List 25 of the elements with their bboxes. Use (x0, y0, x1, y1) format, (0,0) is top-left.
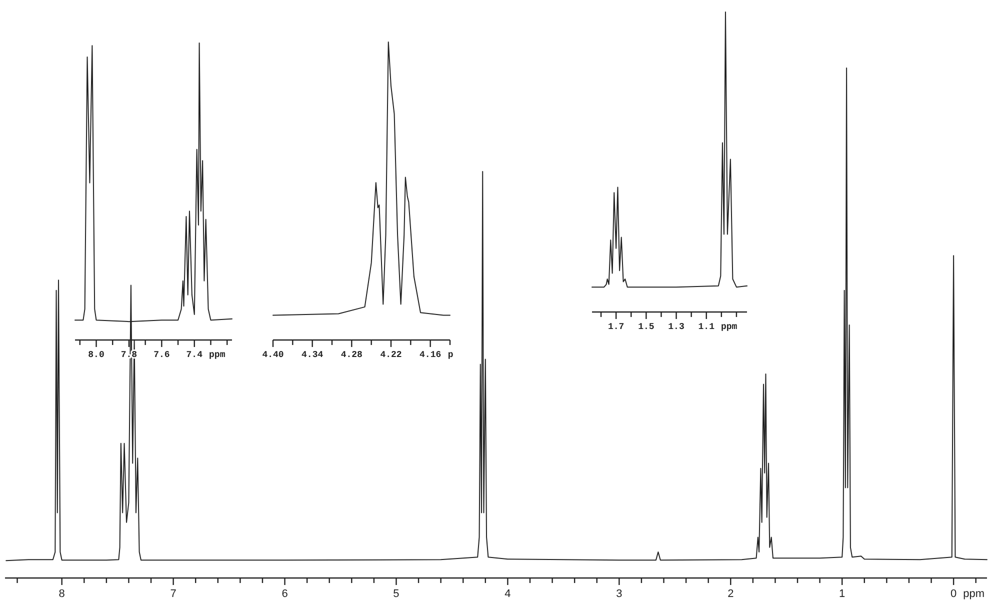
x-tick-label: 4.16 (420, 350, 442, 360)
x-tick-label: 6 (282, 588, 288, 600)
x-axis-title: ppm (963, 588, 984, 600)
x-tick-label: 7.4 (186, 350, 204, 360)
x-tick-label: 3 (616, 588, 622, 600)
x-tick-label: 2 (728, 588, 734, 600)
x-tick-label: 4.28 (340, 350, 362, 360)
x-tick-label: 1.7 (608, 322, 624, 332)
x-tick-label: 8.0 (88, 350, 104, 360)
x-tick-label: 4.34 (302, 350, 324, 360)
x-axis-title: ppm (721, 322, 738, 332)
x-tick-label: 5 (393, 588, 400, 600)
x-tick-label: 4.22 (380, 350, 402, 360)
x-tick-label: 4.40 (262, 350, 284, 360)
x-tick-label: 1.5 (638, 322, 654, 332)
x-tick-label: 4 (504, 588, 511, 600)
x-tick-label: 1 (839, 588, 846, 600)
x-tick-label: 7 (170, 588, 176, 600)
x-axis-title: p (448, 350, 454, 360)
x-tick-label: 7.6 (154, 350, 170, 360)
x-tick-label: 1.1 (698, 322, 716, 332)
x-tick-label: 8 (58, 588, 65, 600)
x-tick-label: 1.3 (668, 322, 684, 332)
x-axis-title: ppm (209, 350, 226, 360)
x-tick-label: 0 (950, 588, 957, 600)
